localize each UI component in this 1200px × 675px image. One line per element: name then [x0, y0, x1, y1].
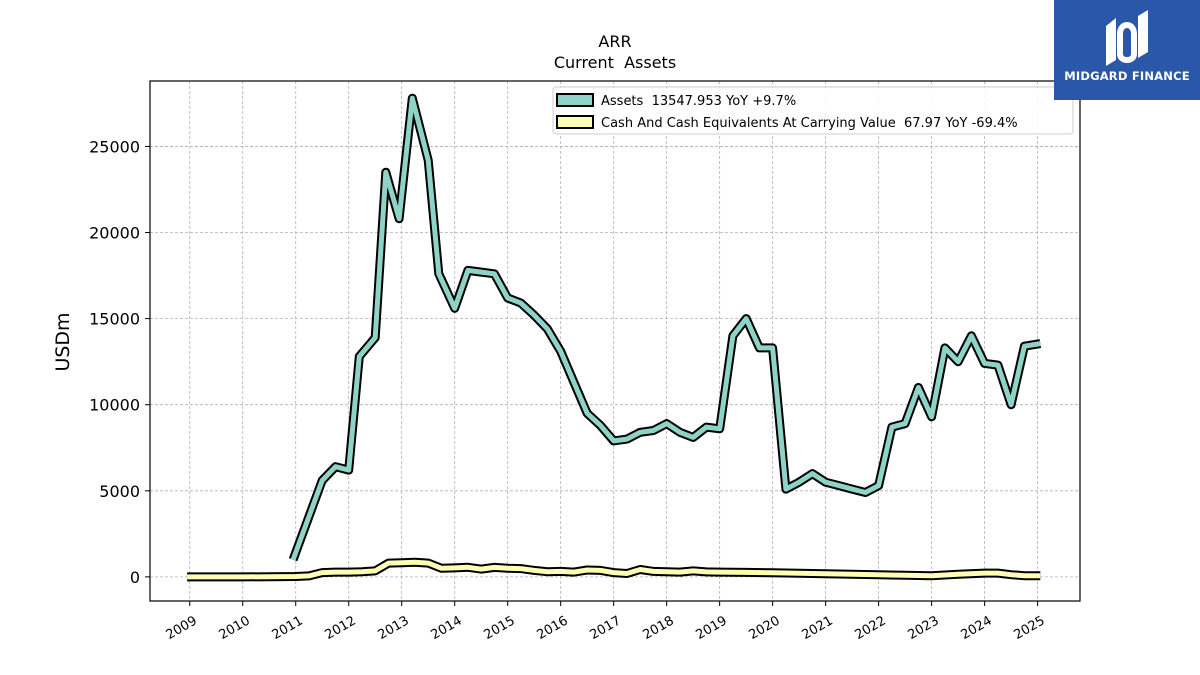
series-line-1: [187, 559, 1041, 580]
x-tick-label: 2016: [535, 613, 571, 643]
grid: [150, 81, 1080, 601]
y-tick-label: 0: [130, 568, 140, 587]
x-tick-label: 2022: [852, 613, 888, 643]
x-tick-label: 2009: [164, 613, 200, 643]
brand-name: MIDGARD FINANCE: [1064, 69, 1190, 83]
x-tick-label: 2014: [429, 613, 465, 643]
x-axis: 2009 2010 2011 2012 2013 2014 2015 2016 2017 2018…: [164, 601, 1048, 643]
y-axis-label: USDm: [52, 312, 74, 371]
x-tick-label: 2023: [905, 613, 941, 643]
x-tick-label: 2017: [588, 613, 624, 643]
x-tick-label: 2021: [799, 613, 835, 643]
x-tick-label: 2013: [376, 613, 412, 643]
x-tick-label: 2010: [217, 613, 253, 643]
plot-frame: [149, 80, 1081, 602]
y-tick-label: 20000: [89, 224, 140, 243]
series-layer: [187, 93, 1042, 582]
midgard-logo-icon: [1106, 10, 1148, 66]
y-tick-label: 10000: [89, 396, 140, 415]
x-tick-label: 2024: [958, 613, 994, 643]
legend-label-assets: Assets 13547.953 YoY +9.7%: [601, 94, 796, 109]
chart-subtitle: Current Assets: [554, 53, 676, 72]
brand-logo: MIDGARD FINANCE: [1054, 0, 1200, 100]
x-tick-label: 2025: [1011, 613, 1047, 643]
legend-box: [552, 86, 1074, 135]
x-tick-label: 2012: [323, 613, 359, 643]
y-axis: 0 5000 10000 15000 20000 25000: [89, 137, 150, 587]
x-tick-label: 2020: [746, 613, 782, 643]
legend: Assets 13547.953 YoY +9.7% Cash And Cash…: [552, 86, 1074, 135]
legend-swatch-cash: [556, 115, 594, 129]
legend-label-cash: Cash And Cash Equivalents At Carrying Va…: [601, 116, 1018, 131]
x-tick-label: 2019: [693, 613, 729, 643]
y-tick-label: 15000: [89, 310, 140, 329]
x-tick-label: 2015: [482, 613, 518, 643]
chart-title: ARR: [598, 32, 631, 51]
y-tick-label: 5000: [99, 482, 140, 501]
y-tick-label: 25000: [89, 137, 140, 156]
legend-swatch-assets: [556, 93, 594, 107]
x-tick-label: 2011: [270, 613, 306, 643]
series-line-0: [290, 95, 1041, 561]
x-tick-label: 2018: [641, 613, 677, 643]
